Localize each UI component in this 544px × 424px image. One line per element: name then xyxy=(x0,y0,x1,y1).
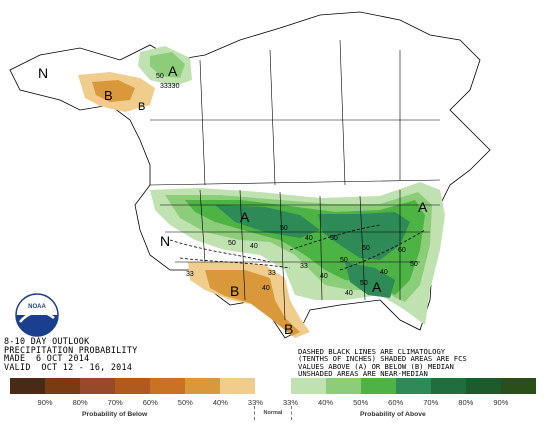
contour-label: 60 xyxy=(362,245,370,252)
colorbar-tick-label: 50% xyxy=(177,398,193,407)
noaa-logo-text: NOAA xyxy=(28,304,46,310)
colorbar-swatch xyxy=(500,378,536,394)
probability-below-label: Probability of Below xyxy=(82,411,148,418)
southwest-label-b: B xyxy=(230,283,239,299)
colorbar-tick-label: 90% xyxy=(493,398,509,407)
contour-label: 33 xyxy=(268,270,276,277)
contour-label: 33 xyxy=(300,263,308,270)
climatology-lines xyxy=(169,224,426,271)
colorbar-tick-label: 40% xyxy=(318,398,334,407)
contour-label: 40 xyxy=(250,243,258,250)
contour-label: 33 xyxy=(186,271,194,278)
outlook-line-2: PRECIPITATION PROBABILITY xyxy=(4,344,138,355)
colorbar-tick-label: 40% xyxy=(212,398,228,407)
legend-note-line-3: VALUES ABOVE (A) OR BELOW (B) MEDIAN xyxy=(298,361,454,371)
colorbar-tick-label: 60% xyxy=(142,398,158,407)
outlook-title: 8-10 DAY OUTLOOK PRECIPITATION PROBABILI… xyxy=(4,337,138,371)
colorbar-swatch xyxy=(115,378,151,394)
colorbar-swatch xyxy=(430,378,466,394)
contour-label: 40 xyxy=(320,273,328,280)
colorbar-swatch xyxy=(360,378,396,394)
colorbar-tick-label: 33% xyxy=(247,398,263,407)
central-above-core-east xyxy=(318,212,410,260)
colorbar-swatch xyxy=(185,378,221,394)
colorbar-swatch xyxy=(395,378,431,394)
outlook-line-4: VALID OCT 12 - 16, 2014 xyxy=(4,361,133,372)
alaska-label-b: B xyxy=(104,88,113,103)
contour-label: 50 xyxy=(228,240,236,247)
colorbar-tick-label: 33% xyxy=(282,398,298,407)
east-label-a: A xyxy=(240,209,250,225)
contour-label: 50 xyxy=(330,235,338,242)
contour-label: 60 xyxy=(398,247,406,254)
probability-above-label: Probability of Above xyxy=(360,411,426,418)
contour-label: 40 xyxy=(262,285,270,292)
southeast-above-core xyxy=(345,262,395,298)
colorbar-swatch xyxy=(150,378,186,394)
alaska-below-inner xyxy=(92,80,135,102)
outlook-line-1: 8-10 DAY OUTLOOK xyxy=(4,336,90,346)
normal-label: Normal xyxy=(254,406,292,420)
noaa-logo-icon: NOAA xyxy=(15,293,59,337)
colorbar-tick-label: 80% xyxy=(458,398,474,407)
contour-label: 50 xyxy=(410,261,418,268)
east-label-a2: A xyxy=(418,199,428,215)
outlook-line-3: MADE 6 OCT 2014 xyxy=(4,353,90,364)
legend-note-line-4: UNSHADED AREAS ARE NEAR-MEDIAN xyxy=(298,369,428,379)
colorbar-tick-label: 60% xyxy=(388,398,404,407)
colorbar-tick-label: 70% xyxy=(107,398,123,407)
contour-label: 50 xyxy=(360,280,368,287)
colorbar-swatch xyxy=(255,378,291,394)
colorbar-swatch xyxy=(10,378,46,394)
southwest-below-inner xyxy=(205,270,300,336)
contour-label: 50 xyxy=(280,225,288,232)
colorbar-swatch xyxy=(325,378,361,394)
tick-spacer xyxy=(10,398,28,407)
colorbar-swatch xyxy=(465,378,501,394)
legend-note: DASHED BLACK LINES ARE CLIMATOLOGY (TENT… xyxy=(298,348,467,378)
borders xyxy=(149,39,441,321)
legend-note-line-2: (TENTHS OF INCHES) SHADED AREAS ARE FCS xyxy=(298,354,467,364)
colorbar-tick-label: 50% xyxy=(353,398,369,407)
west-label-n: N xyxy=(160,233,170,249)
colorbar-swatch xyxy=(290,378,326,394)
colorbar-ticks: 90% 80% 70% 60% 50% 40% 33% 33% 40% 50% 60% 70% 80% 9… xyxy=(10,398,536,407)
tick-spacer xyxy=(518,398,536,407)
alaska-label-a: A xyxy=(168,63,178,79)
alaska-label-n: N xyxy=(38,65,48,81)
colorbar-swatch xyxy=(80,378,116,394)
contour-label: 50 xyxy=(340,257,348,264)
texas-label-b: B xyxy=(284,321,293,337)
east-label-a3: A xyxy=(372,279,382,295)
legend-note-line-1: DASHED BLACK LINES ARE CLIMATOLOGY xyxy=(298,347,446,356)
colorbar-tick-label: 90% xyxy=(37,398,53,407)
colorbar-swatch xyxy=(220,378,256,394)
probability-colorbar xyxy=(10,378,536,394)
contour-label: 40 xyxy=(305,235,313,242)
alaska-label-b2: B xyxy=(138,101,145,113)
colorbar-swatch xyxy=(45,378,81,394)
contour-label: 40 xyxy=(380,269,388,276)
alaska-contour-33330: 33330 xyxy=(160,83,180,90)
colorbar-tick-label: 70% xyxy=(423,398,439,407)
alaska-contour-50: 50 xyxy=(156,73,164,80)
colorbar-tick-label: 80% xyxy=(72,398,88,407)
precipitation-outlook-map: A N B B 50 33330 A A A N B B 50 40 50 40… xyxy=(9,11,491,339)
contour-label: 40 xyxy=(345,290,353,297)
alaska-above-inner xyxy=(150,52,185,78)
